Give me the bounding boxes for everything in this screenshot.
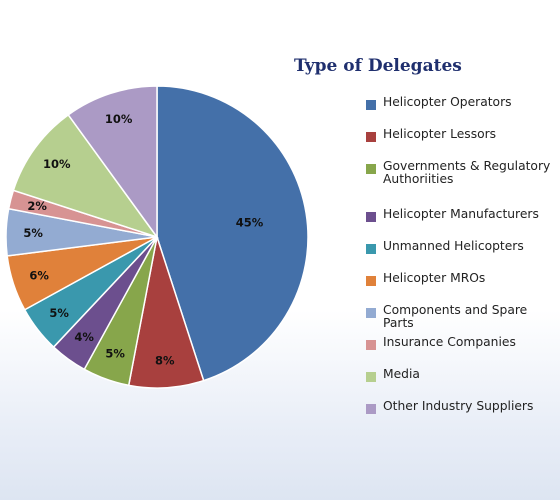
legend-swatch — [366, 212, 376, 222]
data-label-media: 10% — [43, 157, 71, 171]
legend-label: Components and Spare Parts — [383, 303, 528, 330]
legend-label: Helicopter Operators — [383, 95, 512, 109]
chart-title: Type of Delegates — [294, 56, 462, 76]
legend-swatch — [366, 244, 376, 254]
legend-label: Media — [383, 367, 420, 381]
legend-swatch — [366, 340, 376, 350]
legend-swatch — [366, 132, 376, 142]
data-label-helicopter-manufacturers: 4% — [74, 330, 94, 344]
legend-swatch — [366, 372, 376, 382]
data-label-other-industry-suppliers: 10% — [105, 112, 133, 126]
legend-label: Helicopter Manufacturers — [383, 207, 539, 221]
legend-swatch — [366, 404, 376, 414]
pie-slice-media — [12, 113, 159, 239]
data-label-helicopter-mros: 6% — [29, 268, 49, 282]
legend-label: Helicopter MROs — [383, 271, 486, 285]
legend-label: Governments & Regulatory Authoriities — [383, 159, 551, 186]
legend-swatch — [366, 276, 376, 286]
data-label-helicopter-lessors: 8% — [155, 354, 175, 368]
data-label-components-and-spare-parts: 5% — [23, 226, 43, 240]
legend-swatch — [366, 164, 376, 174]
legend-swatch — [366, 308, 376, 318]
pie-slice-helicopter-operators — [156, 85, 309, 382]
legend-label: Insurance Companies — [383, 335, 516, 349]
legend-label: Unmanned Helicopters — [383, 239, 524, 253]
pie-slice-other-industry-suppliers — [67, 85, 158, 240]
legend-label: Helicopter Lessors — [383, 127, 497, 141]
legend-label: Other Industry Suppliers — [383, 399, 534, 413]
data-label-governments-regulatory-authoriities: 5% — [105, 347, 125, 361]
data-label-helicopter-operators: 45% — [236, 215, 264, 229]
data-label-insurance-companies: 2% — [27, 199, 47, 213]
data-label-unmanned-helicopters: 5% — [49, 306, 69, 320]
legend-swatch — [366, 100, 376, 110]
